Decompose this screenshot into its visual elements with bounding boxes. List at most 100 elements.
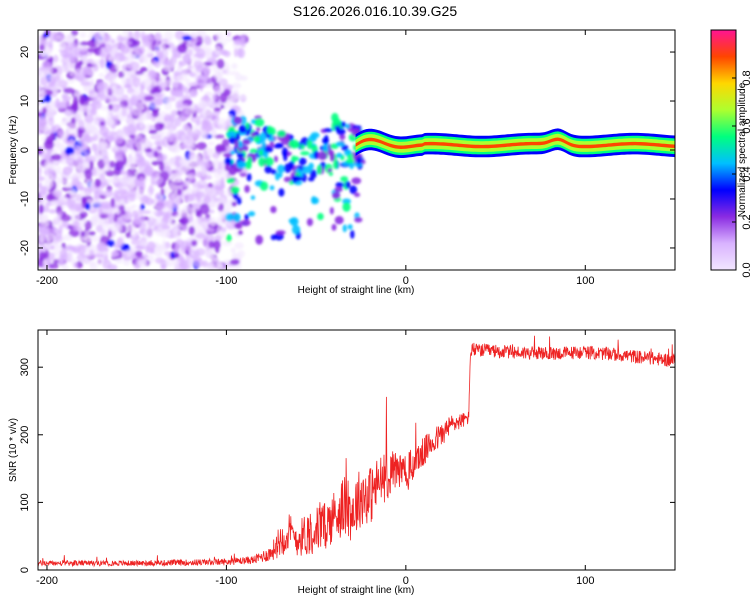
noise-cell <box>39 234 46 244</box>
noise-cell <box>205 213 211 219</box>
noise-cell <box>213 240 221 250</box>
transition-cell <box>354 192 361 197</box>
transition-cell <box>248 211 256 217</box>
noise-cell <box>44 94 52 103</box>
noise-cell <box>218 262 224 270</box>
noise-cell <box>38 112 43 117</box>
noise-cell <box>53 240 59 246</box>
transition-cell <box>258 132 267 143</box>
noise-cell <box>69 191 79 197</box>
noise-cell <box>125 232 132 238</box>
tone-band <box>355 128 675 158</box>
noise-cell <box>60 214 72 222</box>
noise-cell <box>133 39 141 47</box>
x-tick-label: -100 <box>215 575 237 587</box>
transition-cell <box>306 139 313 150</box>
noise-cell <box>180 103 190 113</box>
noise-cell <box>217 118 228 129</box>
noise-cell <box>106 95 117 103</box>
noise-cell <box>124 211 133 222</box>
y-tick-label: 100 <box>19 493 31 511</box>
noise-cell <box>85 136 91 144</box>
noise-cell <box>110 39 116 44</box>
noise-cell <box>148 129 158 134</box>
transition-cell <box>340 176 349 182</box>
noise-cell <box>223 37 234 42</box>
snr-y-label: SNR (10 * v/v) <box>8 418 19 482</box>
noise-cell <box>121 76 128 87</box>
transition-cell <box>331 223 337 231</box>
noise-cell <box>126 123 136 135</box>
transition-cell <box>249 148 259 153</box>
noise-cell <box>223 50 231 58</box>
transition-cell <box>345 158 355 164</box>
noise-cell <box>64 146 75 156</box>
transition-cell <box>233 116 243 125</box>
noise-cell <box>137 176 146 188</box>
noise-cell <box>94 178 102 188</box>
noise-cell <box>184 174 195 179</box>
noise-cell <box>209 216 217 227</box>
noise-cell <box>76 155 84 165</box>
noise-cell <box>93 32 101 40</box>
noise-cell <box>204 35 212 46</box>
noise-cell <box>51 153 62 161</box>
noise-cell <box>106 113 112 123</box>
noise-cell <box>167 193 176 200</box>
noise-cell <box>48 40 53 49</box>
noise-cell <box>133 263 141 269</box>
noise-cell <box>90 77 95 87</box>
noise-cell <box>151 210 158 215</box>
transition-cell <box>250 195 256 200</box>
noise-cell <box>129 90 140 97</box>
transition-cell <box>278 188 285 197</box>
transition-cell <box>226 177 236 184</box>
transition-cell <box>244 185 250 193</box>
noise-cell <box>158 122 165 129</box>
colorbar-ticks: 0.0 0.2 0.4 0.6 0.8 <box>732 70 750 278</box>
noise-cell <box>185 180 192 187</box>
noise-cell <box>169 182 175 192</box>
noise-cell <box>237 48 243 58</box>
noise-cell <box>214 179 223 186</box>
noise-cell <box>46 109 55 120</box>
noise-cell <box>156 157 163 162</box>
noise-cell <box>109 160 116 168</box>
transition-cell <box>300 144 305 150</box>
transition-cell <box>288 218 297 224</box>
noise-cell <box>116 60 121 71</box>
noise-cell <box>89 262 98 270</box>
noise-cell <box>163 186 170 195</box>
transition-cell <box>347 224 353 230</box>
noise-cell <box>80 257 89 263</box>
noise-cell <box>54 65 63 76</box>
noise-cell <box>170 88 178 95</box>
noise-cell <box>75 109 84 120</box>
transition-cell <box>237 230 243 236</box>
noise-cell <box>210 199 221 208</box>
noise-cell <box>223 88 231 97</box>
transition-cell <box>307 177 315 182</box>
transition-cell <box>259 181 269 191</box>
noise-cell <box>114 52 125 63</box>
noise-cell <box>78 94 85 106</box>
noise-cell <box>94 253 104 258</box>
noise-cell <box>156 198 168 209</box>
transition-cell <box>243 145 249 152</box>
noise-cell <box>168 114 175 123</box>
noise-cell <box>58 225 63 234</box>
noise-cell <box>64 108 75 117</box>
transition-cell <box>350 229 355 239</box>
noise-cell <box>57 258 64 266</box>
noise-cell <box>112 193 119 200</box>
noise-cell <box>181 95 192 100</box>
noise-cell <box>139 83 144 94</box>
transition-cell <box>226 234 232 243</box>
transition-cell <box>351 177 362 185</box>
transition-cell <box>339 134 346 140</box>
noise-cell <box>74 47 85 55</box>
noise-cell <box>233 39 242 45</box>
snr-series-line <box>38 335 675 568</box>
transition-cell <box>231 201 237 207</box>
noise-cell <box>119 44 126 53</box>
